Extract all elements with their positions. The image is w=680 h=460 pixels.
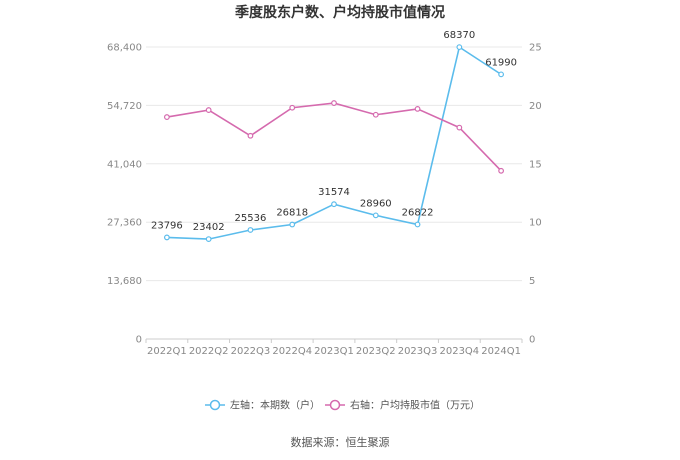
data-point: [331, 201, 337, 208]
data-label: 68370: [443, 30, 475, 41]
left-tick-label: 0: [136, 335, 142, 346]
left-tick-label: 68,400: [107, 43, 142, 54]
data-point: [372, 111, 379, 118]
data-point: [456, 124, 463, 131]
data-point: [498, 167, 505, 174]
data-label: 23402: [193, 222, 225, 233]
data-label: 23796: [151, 220, 183, 231]
x-tick-label: 2022Q4: [272, 346, 312, 357]
series-line-avg-holding-value: [166, 102, 502, 172]
data-label: 61990: [485, 57, 517, 68]
x-tick-label: 2022Q1: [147, 346, 187, 357]
data-point: [498, 71, 505, 78]
data-point: [205, 107, 212, 113]
legend-label: 右轴：户均持股市值（万元）: [350, 399, 480, 412]
right-axis: 0 5 10 15 20 25: [529, 43, 542, 346]
data-point: [289, 104, 296, 111]
series-line-shareholder-count: [166, 45, 502, 240]
data-point: [247, 227, 254, 233]
data-point: [414, 221, 421, 228]
data-point: [163, 234, 170, 241]
left-tick-label: 54,720: [107, 101, 142, 112]
left-tick-label: 13,680: [107, 276, 142, 287]
data-point: [414, 106, 421, 112]
x-tick-label: 2023Q4: [439, 346, 479, 357]
data-label: 26822: [402, 207, 434, 218]
data-label: 31574: [318, 187, 350, 198]
x-tick-label: 2023Q2: [356, 346, 396, 357]
x-tick-label: 2024Q1: [481, 346, 521, 357]
right-tick-label: 10: [529, 218, 542, 229]
data-point: [205, 236, 212, 242]
legend-label: 左轴：本期数（户）: [230, 399, 320, 412]
data-point: [372, 212, 379, 219]
data-point: [289, 221, 296, 228]
legend-marker: [329, 399, 341, 411]
right-tick-label: 0: [529, 335, 535, 346]
data-point: [163, 114, 170, 120]
x-axis: 2022Q1 2022Q2 2022Q3 2022Q4 2023Q1 2023Q2 2023…: [145, 339, 523, 357]
right-tick-label: 5: [529, 276, 535, 287]
left-tick-label: 27,360: [107, 218, 142, 229]
data-point: [247, 132, 254, 139]
legend: 左轴：本期数（户） 右轴：户均持股市值（万元）: [205, 399, 480, 412]
left-axis: 0 13,680 27,360 41,040 54,720 68,400: [107, 43, 142, 346]
x-tick-label: 2022Q2: [189, 346, 229, 357]
series-layer: 23796 23402 25536 26818 31574 28960 26822 68370…: [151, 30, 517, 242]
right-tick-label: 25: [529, 43, 542, 54]
data-point: [456, 44, 463, 51]
x-tick-label: 2023Q1: [314, 346, 354, 357]
right-tick-label: 15: [529, 159, 542, 170]
data-label: 28960: [360, 198, 392, 209]
legend-marker: [209, 399, 221, 411]
source-note: 数据来源：恒生聚源: [291, 435, 390, 449]
right-tick-label: 20: [529, 101, 542, 112]
left-tick-label: 41,040: [107, 159, 142, 170]
x-tick-label: 2023Q3: [398, 346, 438, 357]
x-tick-label: 2022Q3: [231, 346, 271, 357]
chart-title: 季度股东户数、户均持股市值情况: [234, 4, 445, 21]
data-point: [331, 100, 337, 106]
data-label: 26818: [276, 208, 308, 219]
data-label: 25536: [235, 213, 267, 224]
